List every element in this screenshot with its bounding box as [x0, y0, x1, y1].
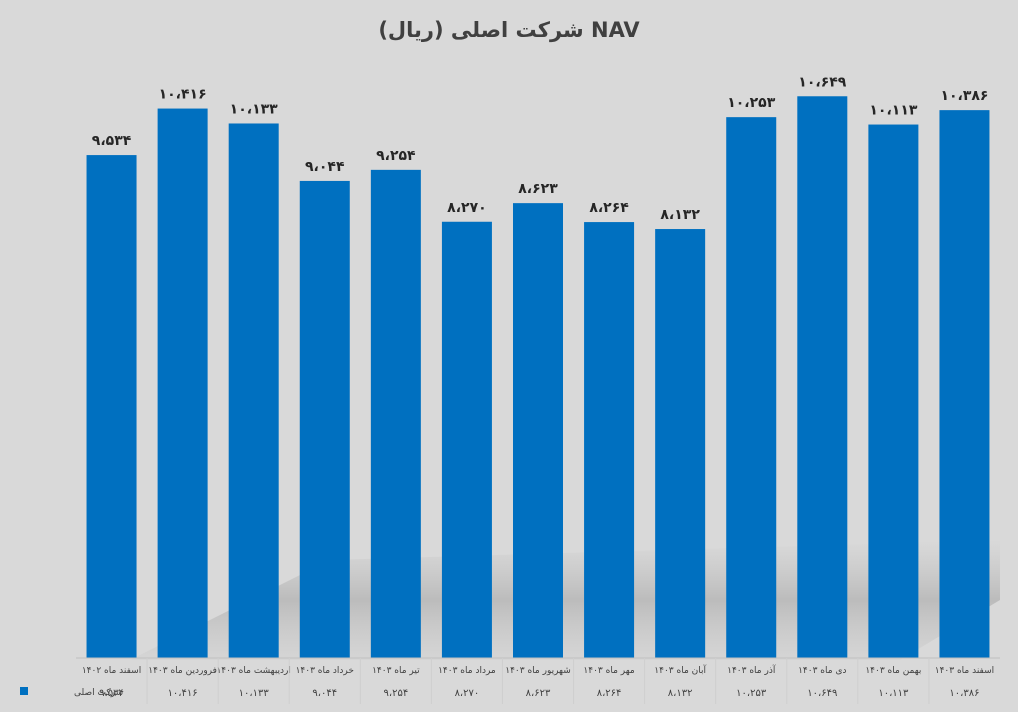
- bar: [513, 203, 563, 658]
- category-label: تیر ماه ۱۴۰۳: [372, 666, 420, 676]
- legend-label: شرکت اصلی: [74, 688, 123, 698]
- category-label: مهر ماه ۱۴۰۳: [583, 666, 634, 676]
- table-value: ۱۰،۱۱۳: [878, 688, 909, 699]
- chart-title: NAV شرکت اصلی (ریال): [378, 18, 640, 42]
- category-label: اسفند ماه ۱۴۰۲: [82, 666, 141, 676]
- bar: [157, 108, 208, 658]
- data-label: ۸،۶۲۳: [518, 181, 558, 197]
- category-label: بهمن ماه ۱۴۰۳: [865, 666, 921, 676]
- data-label: ۸،۱۳۲: [660, 207, 700, 223]
- data-label: ۱۰،۱۳۳: [230, 101, 278, 117]
- data-label: ۸،۲۷۰: [447, 200, 487, 216]
- bar: [441, 221, 492, 658]
- bar: [299, 180, 350, 658]
- legend-swatch: [20, 687, 28, 695]
- table-value: ۹،۵۳۴: [99, 688, 124, 699]
- data-label: ۱۰،۶۴۹: [798, 74, 846, 90]
- table-value: ۱۰،۳۸۶: [949, 688, 979, 699]
- data-label: ۱۰،۱۱۳: [869, 103, 917, 119]
- table-value: ۱۰،۶۴۹: [807, 688, 837, 699]
- category-label: اردیبهشت ماه ۱۴۰۳: [216, 666, 290, 676]
- table-value: ۸،۲۶۴: [597, 688, 622, 699]
- category-label: اسفند ماه ۱۴۰۳: [935, 666, 994, 676]
- table-value: ۸،۱۳۲: [668, 688, 693, 699]
- table-value: ۹،۰۴۴: [312, 688, 337, 699]
- category-label: فروردین ماه ۱۴۰۳: [148, 666, 217, 676]
- table-value: ۹،۲۵۴: [383, 688, 408, 699]
- table-value: ۱۰،۱۳۳: [239, 688, 270, 699]
- data-label: ۱۰،۴۱۶: [159, 87, 207, 103]
- data-label: ۹،۰۴۴: [305, 159, 345, 175]
- category-label: خرداد ماه ۱۴۰۳: [296, 666, 354, 676]
- data-label: ۹،۲۵۴: [376, 148, 416, 164]
- category-label: دی ماه ۱۴۰۳: [798, 666, 846, 676]
- data-label: ۱۰،۳۸۶: [940, 88, 988, 104]
- category-label: شهریور ماه ۱۴۰۳: [505, 666, 571, 676]
- category-label: آبان ماه ۱۴۰۳: [654, 664, 706, 676]
- bar: [655, 229, 706, 659]
- table-value: ۸،۲۷۰: [455, 688, 480, 699]
- table-value: ۱۰،۴۱۶: [168, 688, 198, 699]
- category-label: آذر ماه ۱۴۰۳: [727, 664, 776, 676]
- data-label: ۹،۵۳۴: [92, 133, 132, 149]
- table-value: ۱۰،۲۵۳: [736, 688, 767, 699]
- bar: [939, 110, 990, 659]
- data-label: ۸،۲۶۴: [589, 200, 629, 216]
- table-value: ۸،۶۲۳: [526, 688, 551, 699]
- category-label: مرداد ماه ۱۴۰۳: [438, 666, 496, 676]
- bar: [726, 117, 777, 659]
- bar: [868, 124, 919, 659]
- data-label: ۱۰،۲۵۳: [727, 95, 775, 111]
- bar: [797, 96, 848, 658]
- bar: [370, 169, 421, 658]
- bar: [86, 155, 137, 659]
- bar: [584, 222, 635, 658]
- bar: [228, 123, 279, 658]
